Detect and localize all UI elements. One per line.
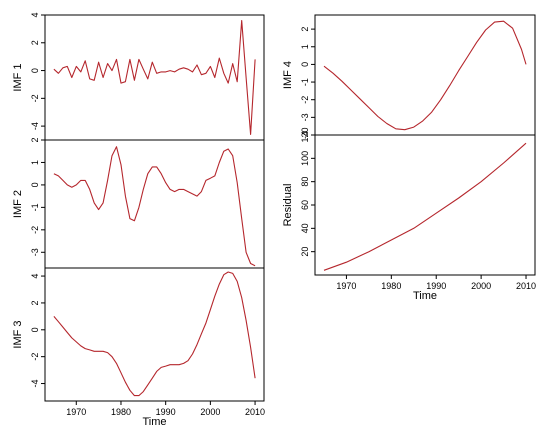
y-tick-label: 80 [300, 177, 310, 187]
panel-frame [44, 139, 265, 269]
y-axis-title: IMF 3 [12, 320, 24, 348]
y-tick-label: 60 [300, 200, 310, 210]
y-tick-label: 4 [30, 274, 40, 279]
y-tick-label: -2 [30, 226, 40, 234]
y-tick-label: 0 [30, 327, 40, 332]
y-tick-label: -4 [30, 122, 40, 130]
panel-imf1: -4 -2 0 2 4 IMF 1 [12, 12, 265, 141]
y-tick-label: 1 [300, 44, 310, 49]
y-tick-label: 2 [30, 300, 40, 305]
y-tick-label: -2 [300, 96, 310, 104]
x-tick-label: 1970 [66, 407, 86, 417]
y-axis-title: Residual [282, 184, 294, 227]
x-tick-label: 2010 [516, 281, 536, 291]
panel-frame [314, 134, 536, 276]
y-tick-label: 4 [30, 12, 40, 17]
x-tick-label: 2000 [471, 281, 491, 291]
panel-frame [44, 267, 265, 402]
y-axis-title: IMF 1 [12, 63, 24, 91]
x-tick-label: 1990 [426, 281, 446, 291]
y-tick-label: 1 [30, 160, 40, 165]
panel-frame [44, 14, 265, 141]
panel-imf4: -4 -3 -2 -1 0 1 2 IMF 4 [282, 14, 536, 139]
x-tick-label: 1980 [111, 407, 131, 417]
y-tick-label: -1 [30, 203, 40, 211]
y-tick-label: 100 [300, 151, 310, 166]
y-tick-label: 2 [30, 40, 40, 45]
y-tick-label: 2 [300, 27, 310, 32]
y-tick-label: -2 [30, 353, 40, 361]
x-tick-label: 2000 [200, 407, 220, 417]
y-tick-label: 2 [30, 137, 40, 142]
y-tick-label: -4 [30, 380, 40, 388]
panel-imf2: -3 -2 -1 0 1 2 IMF 2 [12, 137, 265, 269]
x-tick-label: 1990 [156, 407, 176, 417]
y-tick-label: -4 [300, 131, 310, 139]
y-tick-label: 0 [30, 68, 40, 73]
y-axis-title: IMF 4 [282, 61, 294, 89]
y-tick-label: -3 [300, 113, 310, 121]
y-tick-label: -1 [300, 78, 310, 86]
series-line-imf3 [53, 271, 256, 397]
y-tick-label: 0 [30, 182, 40, 187]
x-tick-label: 1980 [381, 281, 401, 291]
x-axis-title: Time [142, 416, 166, 428]
y-tick-label: 20 [300, 247, 310, 257]
panel-residual: 20 40 60 80 100 120 1970 1980 1990 2000 2010 Residu… [282, 127, 536, 302]
x-tick-label: 1970 [336, 281, 356, 291]
series-line-imf1 [53, 20, 256, 135]
series-line-imf2 [53, 146, 256, 267]
panel-imf3: -4 -2 0 2 4 1970 1980 1990 2000 2010 IMF 3 Time [12, 267, 265, 428]
y-axis-title: IMF 2 [12, 190, 24, 218]
y-tick-label: -2 [30, 94, 40, 102]
x-tick-label: 2010 [245, 407, 265, 417]
series-line-imf4 [323, 20, 527, 131]
x-axis-title: Time [413, 290, 437, 302]
panel-frame [314, 14, 536, 136]
y-tick-label: 120 [300, 127, 310, 142]
y-tick-label: 40 [300, 223, 310, 233]
y-tick-label: -3 [30, 248, 40, 256]
y-tick-label: 0 [300, 62, 310, 67]
series-line-residual [323, 142, 527, 271]
